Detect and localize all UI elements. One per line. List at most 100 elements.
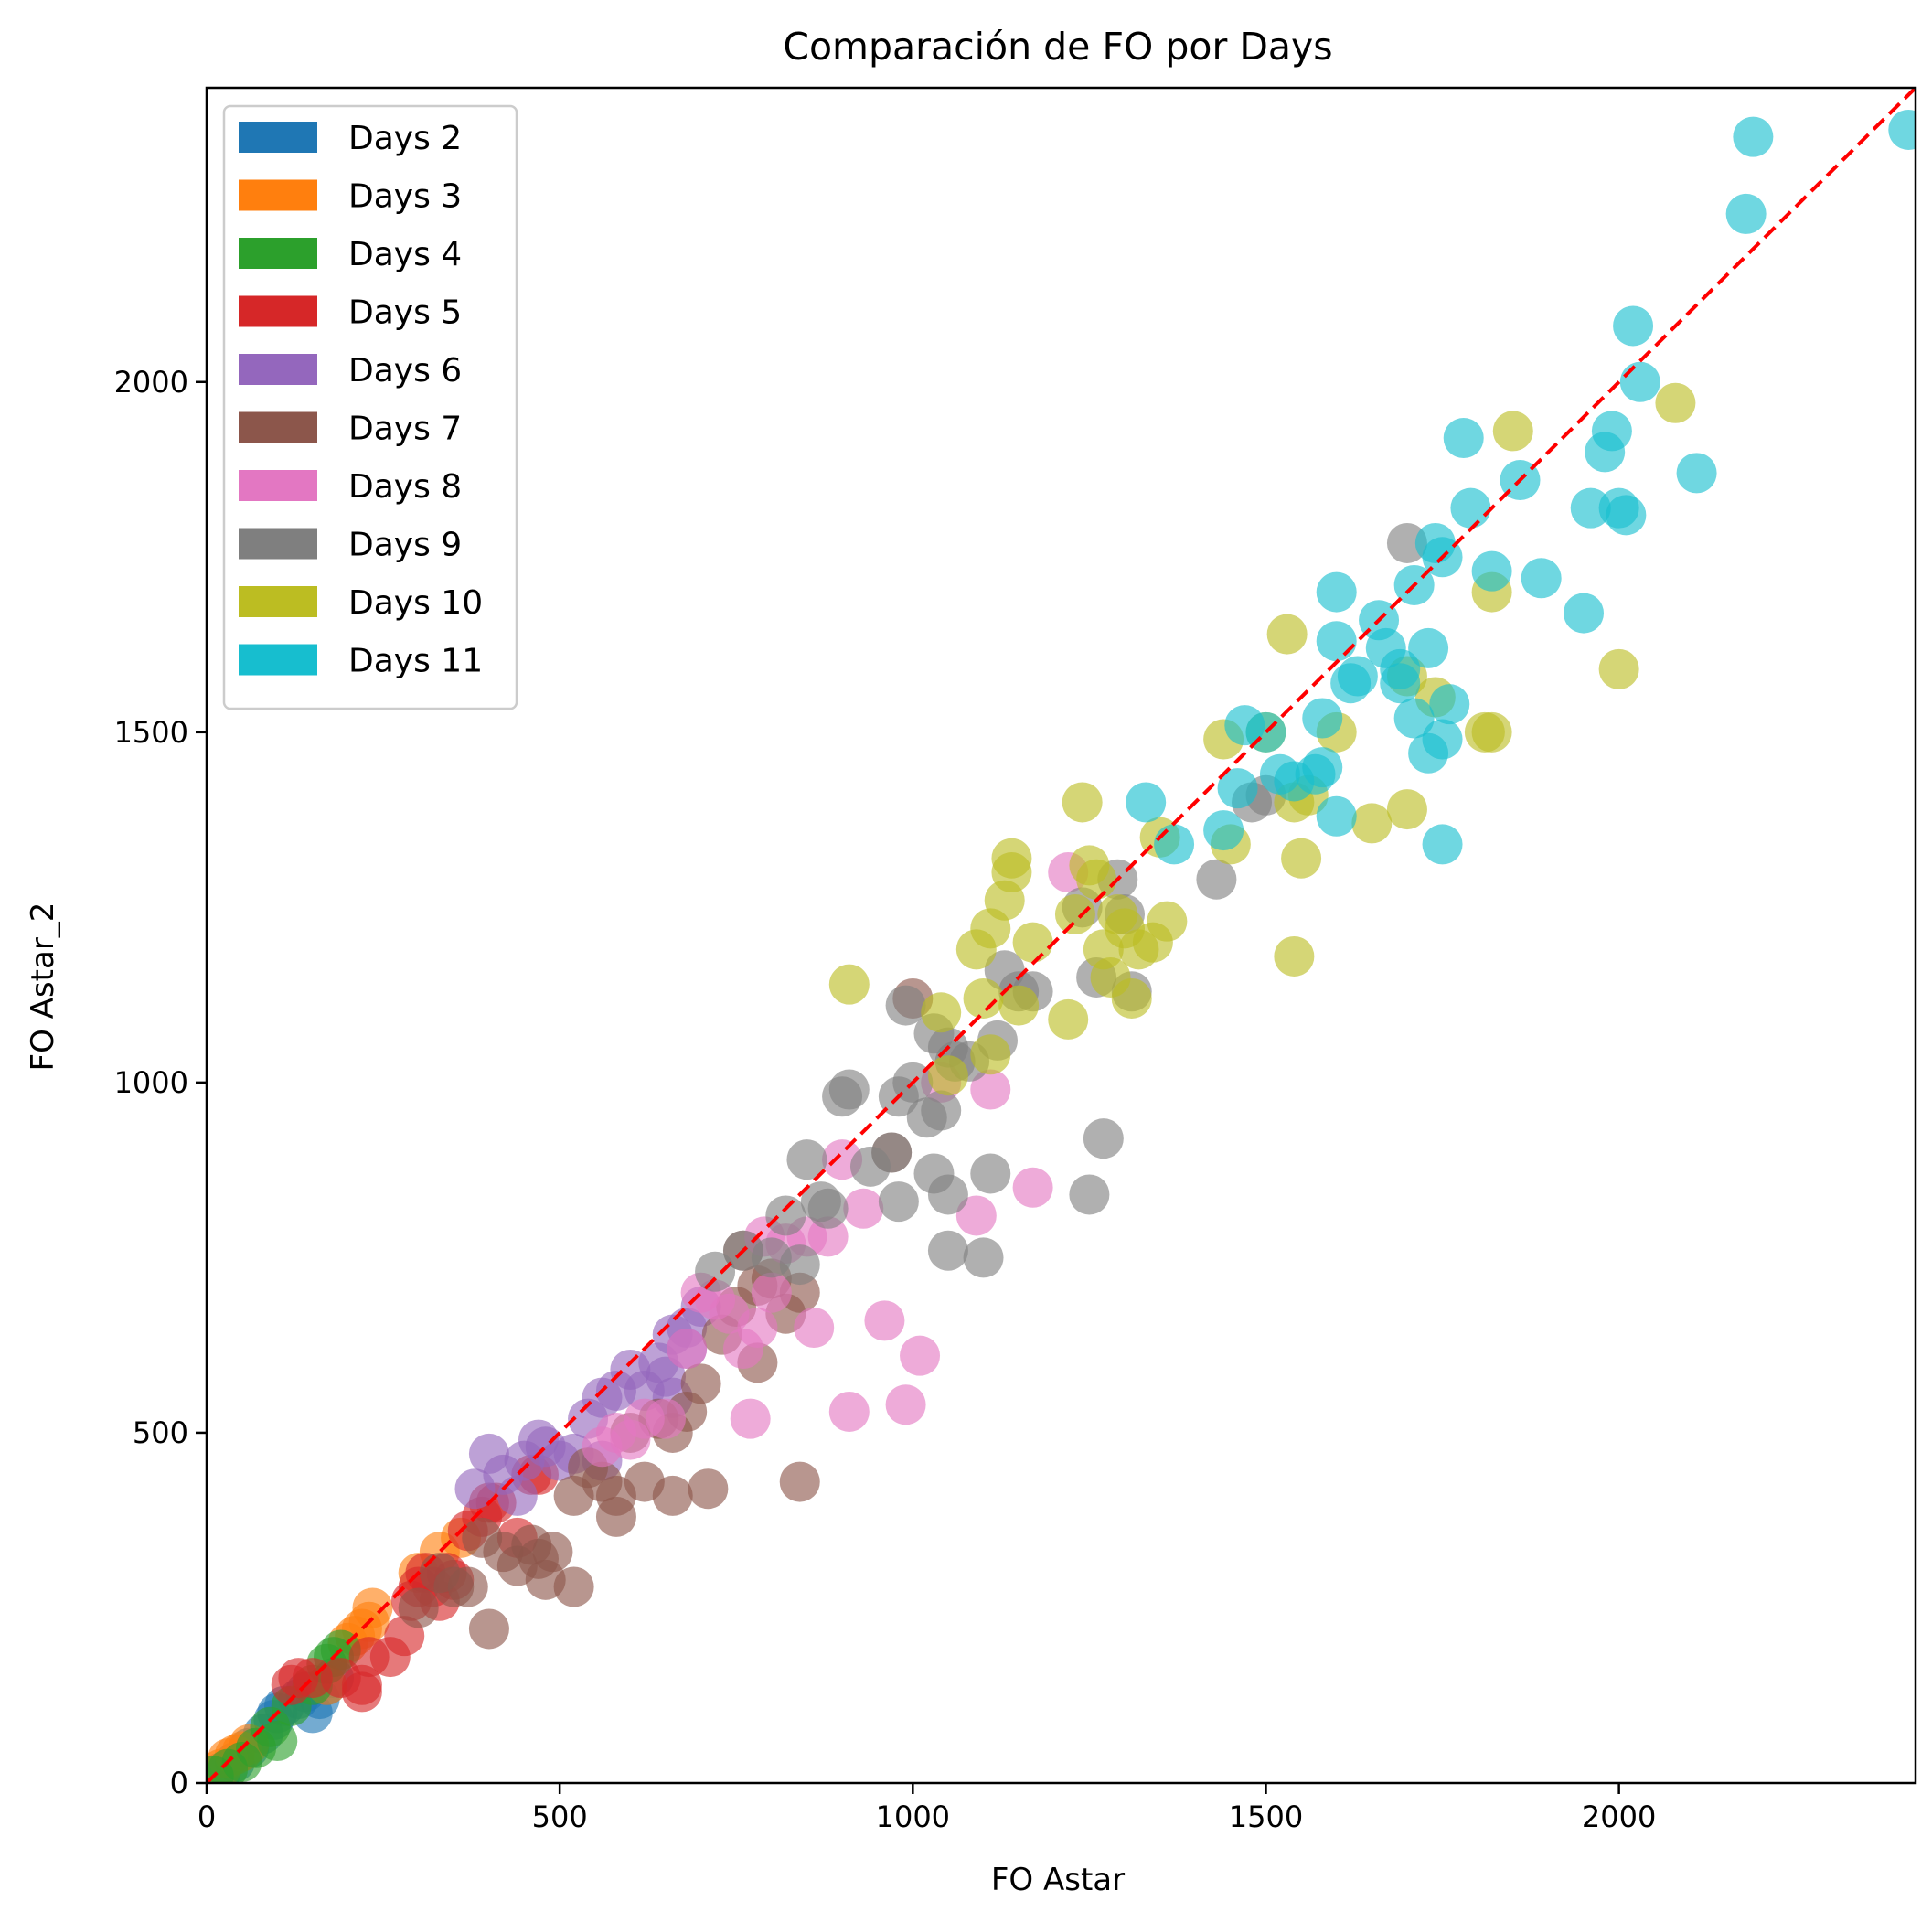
data-point <box>885 1384 926 1425</box>
data-point <box>468 1608 509 1650</box>
x-tick-label: 1000 <box>876 1799 950 1834</box>
legend-swatch <box>239 354 317 385</box>
legend-label: Days 9 <box>348 527 462 564</box>
legend-label: Days 8 <box>348 468 462 506</box>
x-tick-label: 0 <box>197 1799 216 1834</box>
data-point <box>595 1496 636 1537</box>
data-point <box>1564 593 1605 634</box>
data-point <box>652 1475 693 1516</box>
data-point <box>1316 795 1357 837</box>
data-point <box>646 1398 687 1439</box>
data-point <box>1316 621 1357 662</box>
legend-label: Days 2 <box>348 120 462 157</box>
data-point <box>680 1363 721 1404</box>
data-point <box>1725 193 1767 234</box>
data-point <box>1111 977 1152 1019</box>
data-point <box>1471 711 1512 753</box>
data-point <box>1492 411 1533 452</box>
x-tick-label: 500 <box>532 1799 588 1834</box>
data-point <box>1302 747 1343 788</box>
legend-label: Days 11 <box>348 643 483 680</box>
x-tick-label: 1500 <box>1229 1799 1303 1834</box>
data-point <box>1217 768 1258 809</box>
data-point <box>1012 1167 1053 1208</box>
data-point <box>828 1069 870 1110</box>
legend: Days 2 Days 3 Days 4 Days 5 Days 6 Days 7 Days… <box>222 104 518 710</box>
data-point <box>1598 648 1639 689</box>
data-point <box>1393 698 1435 739</box>
data-point <box>1471 550 1512 592</box>
data-point <box>970 1034 1011 1075</box>
data-point <box>970 1153 1011 1194</box>
legend-label: Days 10 <box>348 584 483 622</box>
legend-swatch <box>239 238 317 269</box>
legend-label: Days 4 <box>348 236 462 273</box>
data-point <box>1733 116 1774 157</box>
y-tick-label: 2000 <box>114 365 188 400</box>
data-point <box>1570 487 1611 529</box>
data-point <box>496 1475 538 1516</box>
chart-title: Comparación de FO por Days <box>783 25 1332 69</box>
data-point <box>1316 571 1357 613</box>
legend-label: Days 6 <box>348 352 462 390</box>
data-point <box>398 1587 439 1628</box>
data-point <box>1147 901 1188 942</box>
legend-swatch <box>239 295 317 327</box>
data-point <box>927 1055 968 1096</box>
data-point <box>730 1398 771 1439</box>
data-point <box>1521 558 1562 599</box>
data-point <box>921 1090 962 1131</box>
data-point <box>807 1216 849 1257</box>
data-point <box>352 1587 393 1628</box>
data-point <box>1676 453 1717 494</box>
legend-swatch <box>239 179 317 211</box>
data-point <box>871 1132 913 1173</box>
y-axis-label: FO Astar_2 <box>25 902 61 1072</box>
data-point <box>1386 789 1427 830</box>
legend-label: Days 5 <box>348 294 462 332</box>
data-point <box>900 1335 941 1376</box>
legend-swatch <box>239 411 317 443</box>
data-point <box>1048 998 1089 1040</box>
data-point <box>927 1230 968 1271</box>
data-point <box>1069 1174 1110 1215</box>
data-point <box>1408 627 1449 668</box>
data-point <box>1380 648 1421 689</box>
data-point <box>1302 698 1343 739</box>
data-point <box>1655 382 1696 423</box>
data-point <box>257 1721 298 1762</box>
y-tick-label: 1000 <box>114 1065 188 1100</box>
data-point <box>991 838 1032 879</box>
data-point <box>447 1566 488 1607</box>
data-point <box>1422 824 1463 865</box>
legend-swatch <box>239 586 317 617</box>
legend-swatch <box>239 528 317 560</box>
data-point <box>955 1195 997 1236</box>
data-point <box>1196 859 1237 900</box>
data-point <box>786 1139 827 1180</box>
data-point <box>828 1391 870 1432</box>
legend-label: Days 7 <box>348 411 462 448</box>
data-point <box>1154 824 1195 865</box>
data-point <box>779 1244 820 1286</box>
data-point <box>1443 418 1484 459</box>
data-point <box>1888 109 1916 150</box>
data-point <box>963 1237 1004 1278</box>
data-point <box>553 1566 594 1607</box>
data-point <box>963 977 1004 1019</box>
data-point <box>1429 684 1470 725</box>
data-point <box>751 1272 792 1313</box>
data-point <box>864 1300 905 1341</box>
data-point <box>1274 935 1315 977</box>
data-point <box>1012 922 1053 963</box>
data-point <box>1083 1118 1124 1159</box>
data-point <box>1591 411 1632 452</box>
data-point <box>1266 614 1308 655</box>
data-point <box>688 1468 729 1510</box>
data-point <box>1281 838 1322 879</box>
data-point <box>1062 782 1103 823</box>
data-point <box>1126 782 1167 823</box>
data-point <box>1203 810 1244 851</box>
legend-swatch <box>239 644 317 676</box>
